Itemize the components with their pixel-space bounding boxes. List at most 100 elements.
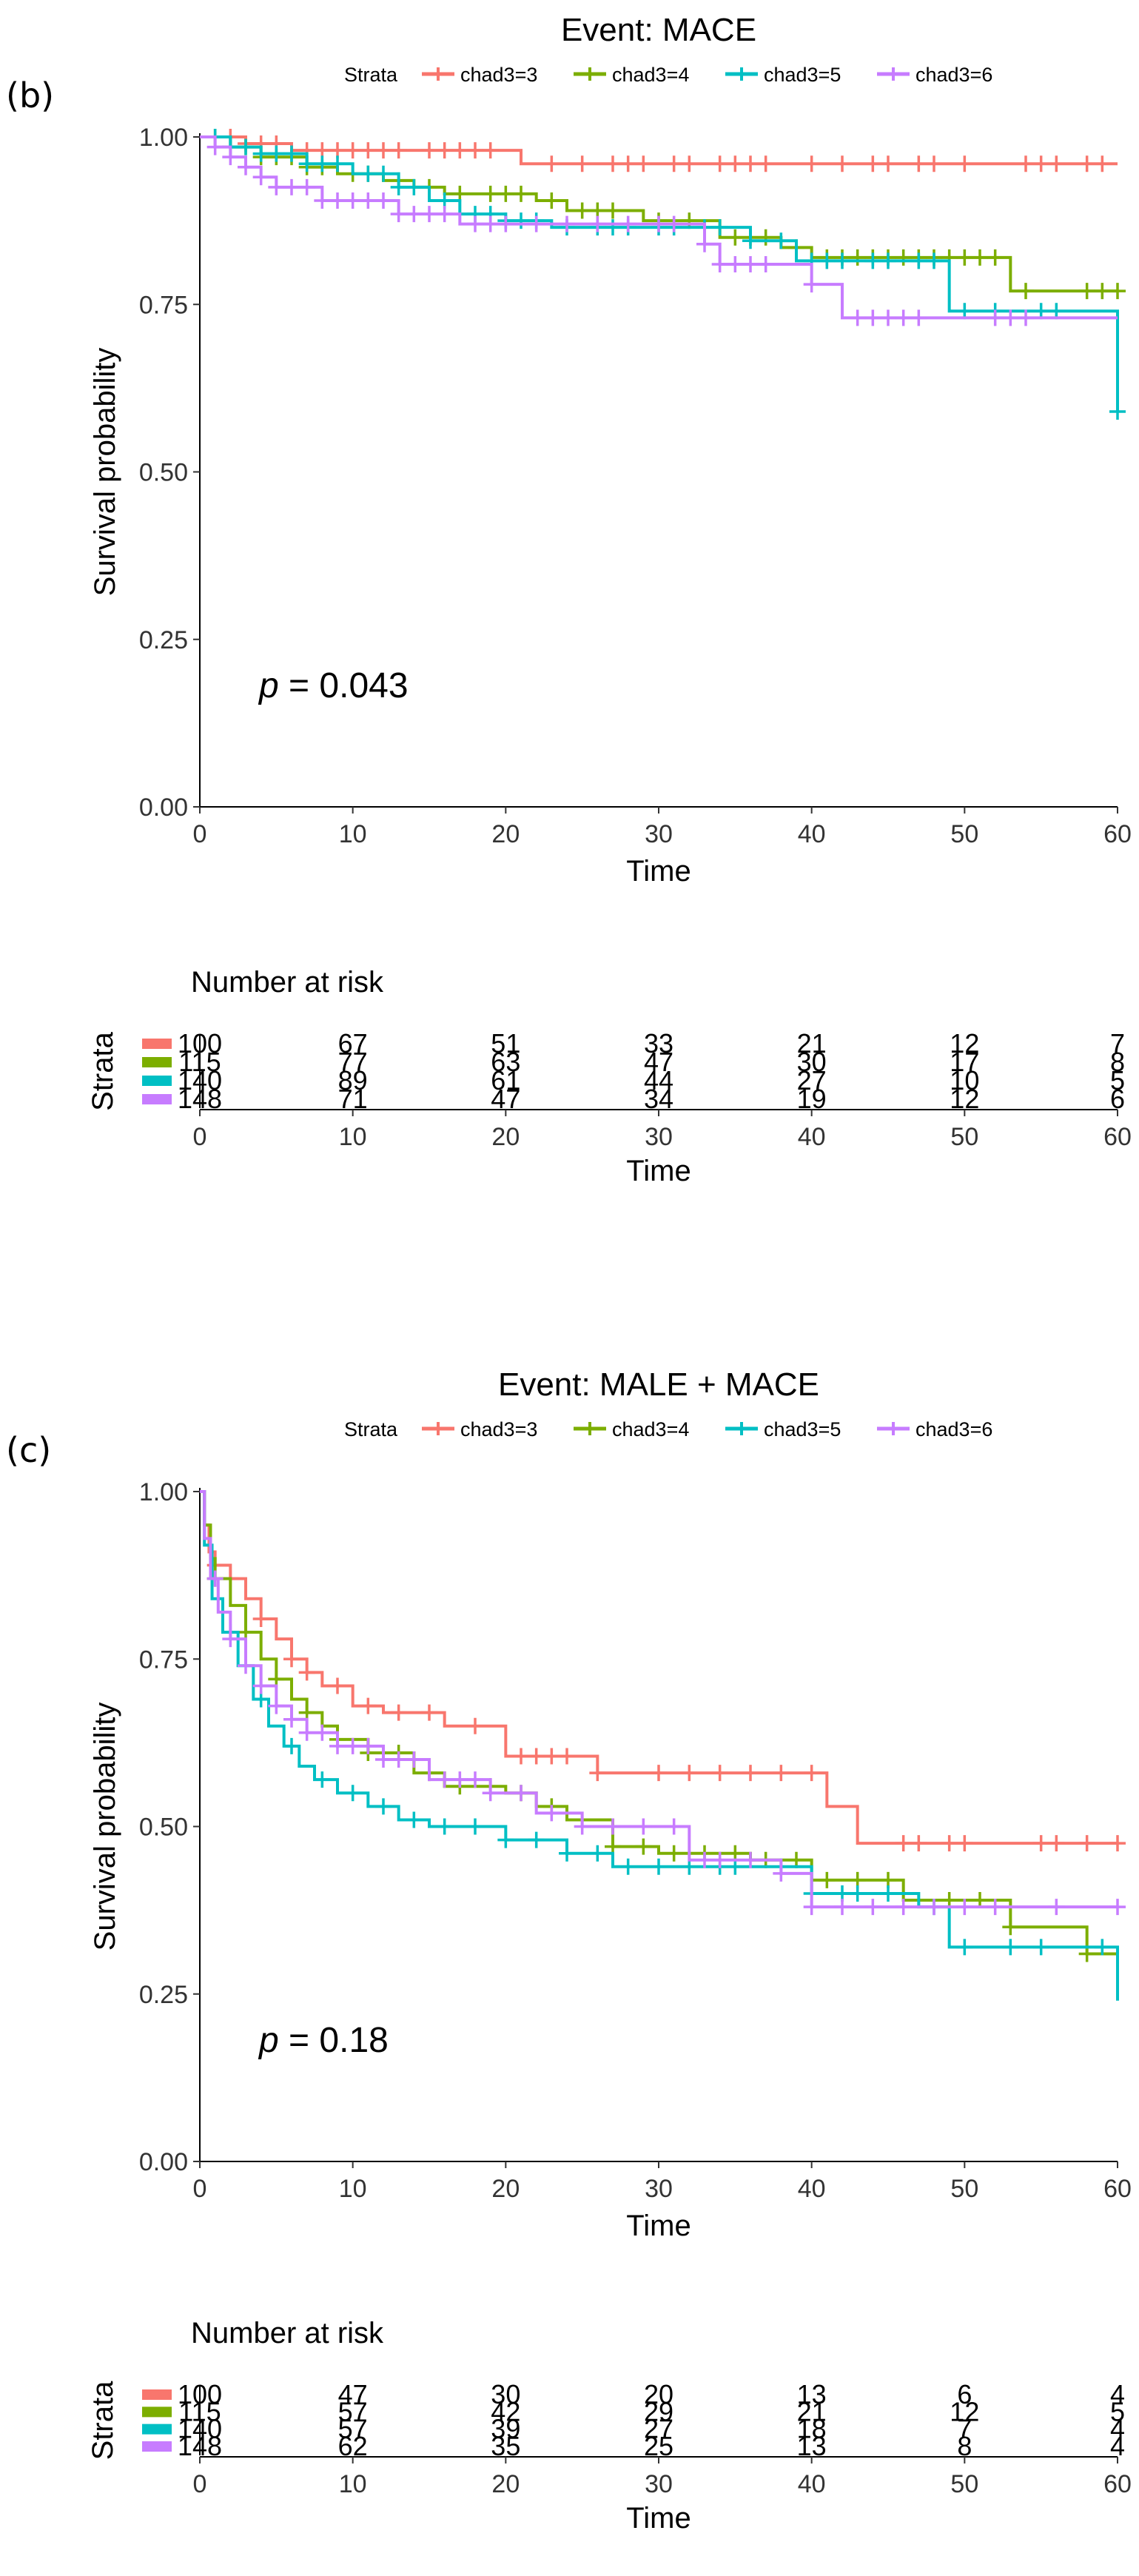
censor-mark <box>298 178 315 195</box>
y-tick-label: 0.75 <box>139 1646 188 1674</box>
risk-count: 13 <box>797 2379 827 2409</box>
censor-mark <box>665 1818 682 1835</box>
chart-panel-b: (b) Event: MACE Strata chad3=3 chad3=4 chad3=… <box>6 12 1132 1187</box>
censor-mark <box>987 309 1004 326</box>
risk-count: 21 <box>797 2396 827 2426</box>
censor-mark <box>1048 155 1065 172</box>
censor-mark <box>421 206 437 223</box>
censor-mark <box>834 252 850 269</box>
censor-mark <box>451 142 468 159</box>
censor-mark <box>406 178 423 195</box>
y-tick-label: 0.25 <box>139 1981 188 2009</box>
censor-mark <box>895 1899 912 1916</box>
censor-mark <box>910 155 927 172</box>
risk-x-tick-label: 0 <box>193 2470 207 2498</box>
censor-mark <box>222 149 239 166</box>
p-value-annotation: p = 0.043 <box>258 666 409 705</box>
censor-mark <box>711 1851 728 1868</box>
chart-title: Event: MALE + MACE <box>498 1366 819 1403</box>
censor-mark <box>406 1751 423 1768</box>
censor-mark <box>360 142 377 159</box>
risk-count: 42 <box>491 2396 520 2426</box>
risk-x-tick-label: 20 <box>491 2470 520 2498</box>
censor-mark <box>619 155 636 172</box>
legend-item: chad3=4 <box>574 1418 689 1440</box>
censor-mark <box>605 155 621 172</box>
censor-mark <box>390 142 407 159</box>
censor-mark <box>589 215 606 232</box>
censor-mark <box>206 1570 224 1587</box>
legend-item: chad3=6 <box>877 64 992 86</box>
censor-mark <box>605 219 621 236</box>
censor-mark <box>390 206 407 223</box>
censor-mark <box>314 1771 331 1788</box>
censor-mark <box>819 1871 836 1888</box>
censor-mark <box>1018 283 1034 300</box>
censor-mark <box>880 309 896 326</box>
censor-mark <box>681 1765 698 1782</box>
censor-mark <box>1109 1835 1126 1852</box>
legend-title: Strata <box>344 64 398 86</box>
censor-mark <box>574 155 591 172</box>
censor-mark <box>665 155 682 172</box>
censor-mark <box>987 1899 1004 1916</box>
censor-mark <box>803 1765 820 1782</box>
risk-table-title: Number at risk <box>191 2317 384 2349</box>
risk-count: 63 <box>491 1047 520 1077</box>
censor-mark <box>528 215 545 232</box>
censor-mark <box>344 1785 361 1802</box>
censor-mark <box>1094 283 1111 300</box>
censor-mark <box>696 1851 713 1868</box>
censor-mark <box>314 155 331 172</box>
censor-mark <box>956 1939 973 1956</box>
p-value-annotation: p = 0.18 <box>258 2021 389 2060</box>
censor-mark <box>252 1610 269 1627</box>
risk-count: 47 <box>338 2379 368 2409</box>
censor-mark <box>1018 155 1034 172</box>
risk-count: 27 <box>644 2414 673 2444</box>
risk-count: 7 <box>957 2414 972 2444</box>
y-tick-label: 0.00 <box>139 794 188 822</box>
risk-table-y-label: Strata <box>87 2381 119 2460</box>
censor-mark <box>497 215 514 232</box>
x-axis-label: Time <box>626 855 691 888</box>
series-chad3-6 <box>200 135 1118 326</box>
risk-count: 47 <box>644 1047 673 1077</box>
censor-mark <box>543 192 560 209</box>
x-tick-label: 50 <box>950 820 978 848</box>
censor-mark <box>206 138 224 155</box>
censor-mark <box>834 155 850 172</box>
censor-mark <box>528 1831 545 1848</box>
censor-mark <box>238 1657 254 1674</box>
censor-mark <box>497 1831 514 1848</box>
risk-x-tick-label: 30 <box>645 2470 673 2498</box>
censor-mark <box>895 309 912 326</box>
censor-mark <box>543 1748 560 1765</box>
censor-mark <box>574 1818 591 1835</box>
censor-mark <box>1078 1835 1095 1852</box>
censor-mark <box>849 309 866 326</box>
x-tick-label: 0 <box>193 2175 207 2203</box>
censor-mark <box>956 1835 973 1852</box>
censor-mark <box>605 1818 621 1835</box>
censor-mark <box>329 1677 346 1694</box>
risk-count: 115 <box>178 2396 221 2426</box>
censor-mark <box>390 178 407 195</box>
censor-mark <box>497 185 514 202</box>
risk-count: 140 <box>178 2414 222 2444</box>
censor-mark <box>298 155 315 172</box>
risk-x-tick-label: 10 <box>339 1123 367 1151</box>
risk-count: 89 <box>338 1065 368 1096</box>
risk-count: 100 <box>178 2379 222 2409</box>
censor-mark <box>375 142 392 159</box>
censor-mark <box>727 155 744 172</box>
panel-label: (b) <box>6 76 54 115</box>
censor-mark <box>252 1677 269 1694</box>
risk-count: 140 <box>178 1065 222 1096</box>
censor-mark <box>421 142 437 159</box>
survival-curve <box>200 1490 1118 1956</box>
censor-mark <box>375 1751 392 1768</box>
censor-mark <box>773 1865 790 1882</box>
y-tick-label: 0.25 <box>139 626 188 654</box>
censor-mark <box>329 192 346 209</box>
